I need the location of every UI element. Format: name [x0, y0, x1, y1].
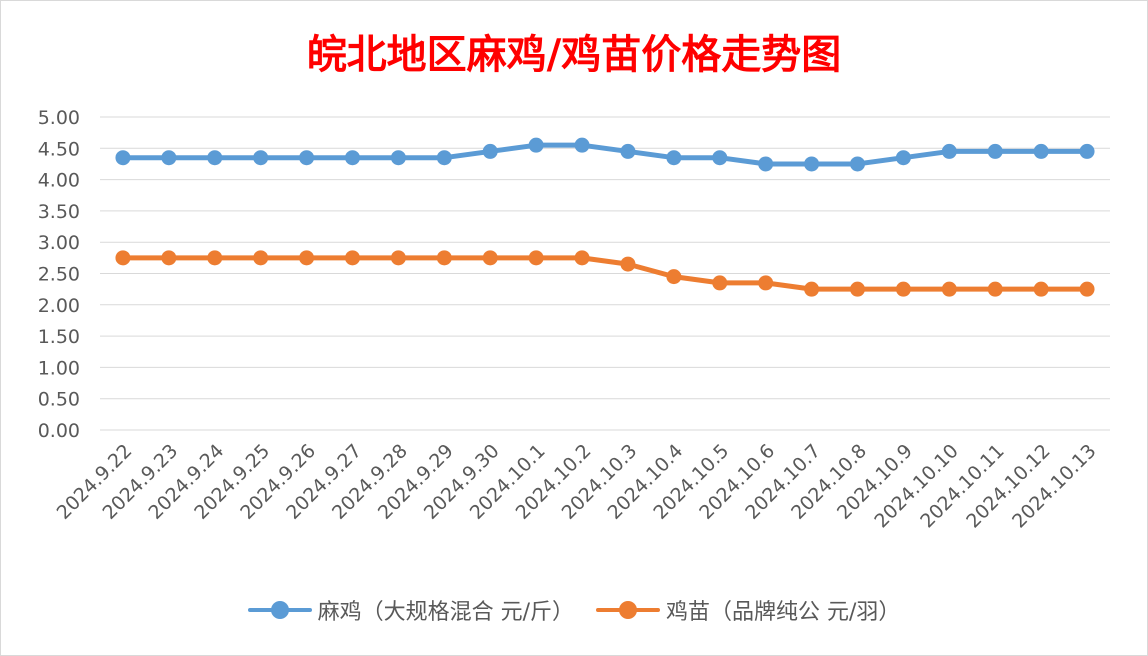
series-line-1: [120, 142, 1090, 167]
series-1-point: [115, 150, 131, 166]
series-1-point: [390, 150, 406, 166]
series-2-point: [574, 250, 590, 266]
chart-title: 皖北地区麻鸡/鸡苗价格走势图: [306, 31, 842, 78]
y-tick-label: 1.50: [38, 326, 80, 348]
series-1-point: [941, 143, 957, 159]
y-tick-label: 5.00: [38, 107, 80, 129]
series-1-point: [758, 156, 774, 172]
series-2-point: [299, 250, 315, 266]
legend: 麻鸡（大规格混合 元/斤） 鸡苗（品牌纯公 元/羽）: [0, 594, 1148, 626]
series-1-point: [804, 156, 820, 172]
series-2-point: [390, 250, 406, 266]
legend-swatch-series-2: [596, 600, 660, 620]
series-1-point: [1033, 143, 1049, 159]
series-1-point: [207, 150, 223, 166]
series-1-point: [712, 150, 728, 166]
series-1-point: [161, 150, 177, 166]
series-2-point: [207, 250, 223, 266]
legend-item-series-2: 鸡苗（品牌纯公 元/羽）: [596, 594, 900, 626]
series-1-point: [482, 143, 498, 159]
series-1-point: [345, 150, 360, 166]
series-2-point: [804, 281, 820, 297]
series-2-point: [436, 250, 452, 266]
y-tick-label: 2.00: [38, 295, 80, 317]
series-1-point: [299, 150, 315, 166]
series-1-point: [620, 143, 636, 159]
series-1-point: [528, 137, 544, 153]
series-1-point: [850, 156, 865, 172]
legend-label-series-1: 麻鸡（大规格混合 元/斤）: [317, 600, 574, 625]
series-2-point: [1079, 281, 1095, 297]
series-2-point: [666, 269, 682, 285]
y-tick-label: 1.00: [38, 357, 80, 379]
series-1-point: [574, 137, 590, 153]
series-2-point: [620, 256, 636, 272]
series-1-point: [253, 150, 269, 166]
series-1-point: [1079, 143, 1095, 159]
series-2-point: [941, 281, 957, 297]
y-tick-label: 0.00: [38, 420, 80, 442]
series-1-point: [895, 150, 911, 166]
series-2-point: [758, 275, 774, 291]
y-tick-label: 3.50: [38, 201, 80, 223]
series-2-point: [987, 281, 1003, 297]
series-2-point: [345, 250, 360, 266]
y-tick-label: 0.50: [38, 389, 80, 411]
series-2-point: [850, 281, 865, 297]
y-tick-label: 4.00: [38, 170, 80, 192]
series-line-2: [120, 255, 1090, 292]
series-2-point: [115, 250, 131, 266]
series-1-point: [987, 143, 1003, 159]
series-2-point: [1033, 281, 1049, 297]
legend-item-series-1: 麻鸡（大规格混合 元/斤）: [247, 594, 574, 626]
series-2-point: [482, 250, 498, 266]
series-2-point: [528, 250, 544, 266]
series-2-point: [161, 250, 177, 266]
y-tick-label: 3.00: [38, 232, 80, 254]
series-1-point: [666, 150, 682, 166]
series-1-point: [436, 150, 452, 166]
y-tick-label: 2.50: [38, 264, 80, 286]
y-tick-label: 4.50: [38, 138, 80, 160]
series-2-point: [712, 275, 728, 291]
series-2-point: [253, 250, 269, 266]
legend-swatch-series-1: [247, 600, 312, 620]
legend-label-series-2: 鸡苗（品牌纯公 元/羽）: [666, 600, 901, 625]
series-2-point: [895, 281, 911, 297]
